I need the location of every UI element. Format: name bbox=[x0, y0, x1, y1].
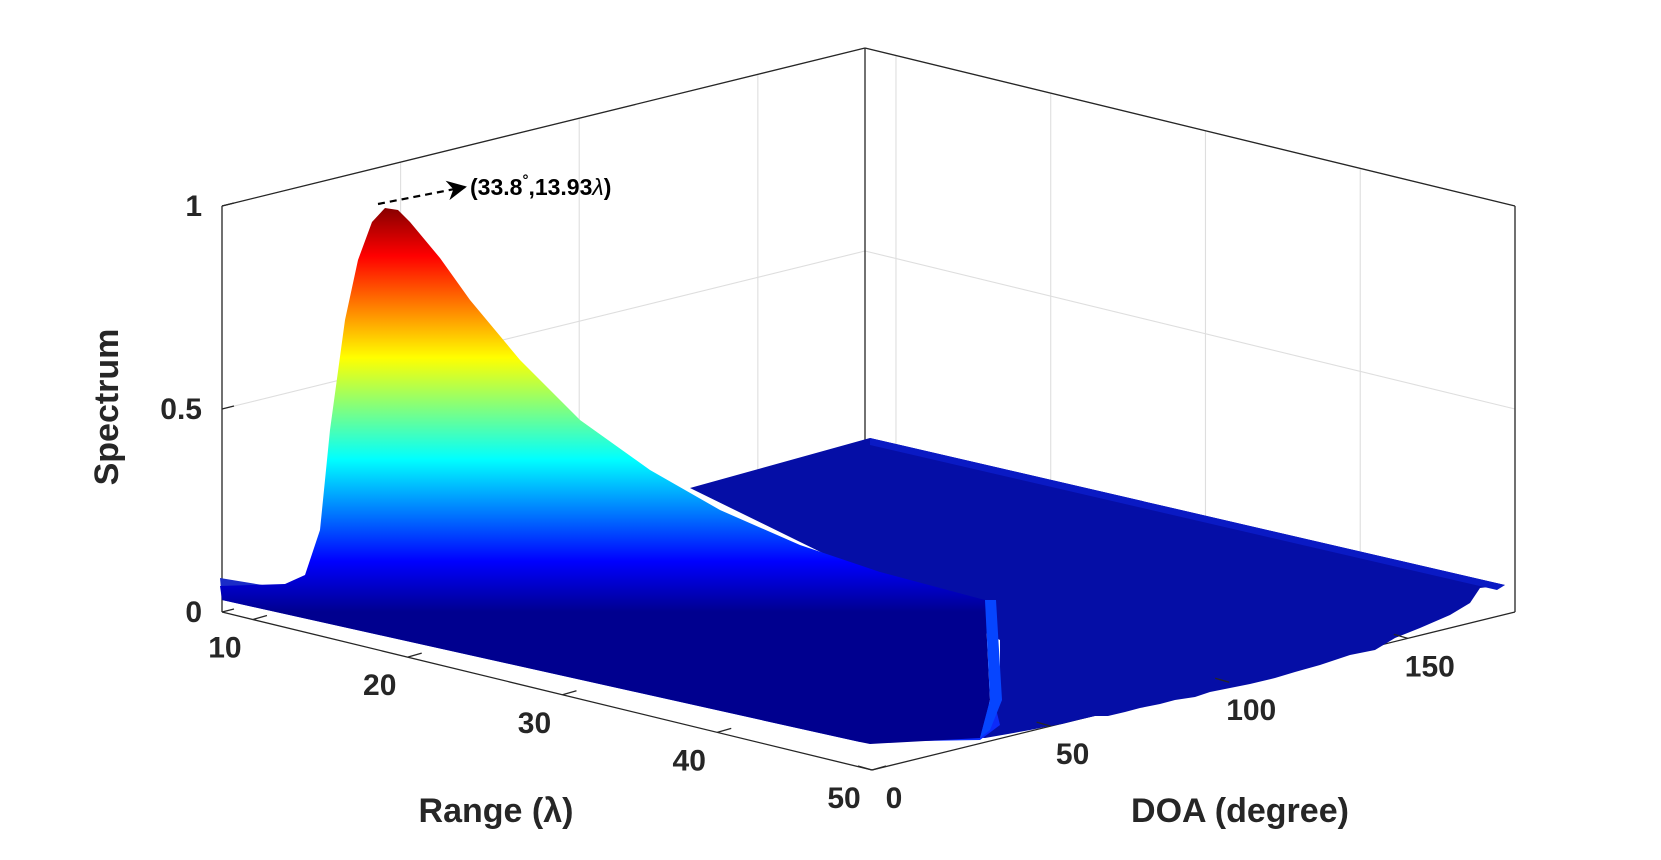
range-tick-label: 10 bbox=[208, 632, 241, 665]
doa-tick-label: 50 bbox=[1056, 738, 1089, 771]
annotation-lambda: λ bbox=[590, 174, 603, 200]
spectrum-axis-title: Spectrum bbox=[88, 329, 126, 486]
range-tick-mark bbox=[407, 652, 422, 658]
annotation-label: (33.8°,13.93λ) bbox=[470, 172, 611, 200]
box-top-right-edge bbox=[864, 47, 1516, 207]
doa-tick-mark bbox=[1393, 633, 1409, 639]
doa-tick-label: 0 bbox=[886, 782, 903, 815]
range-tick-mark bbox=[717, 727, 732, 734]
axis-ticks: 0 0.5 1 10 20 30 40 50 0 50 100 150 bbox=[160, 190, 1455, 815]
box-top-left-edge bbox=[221, 47, 866, 207]
spectrum-tick-label: 1 bbox=[185, 190, 202, 223]
annotation-arrow bbox=[377, 180, 467, 206]
surface-plot bbox=[220, 208, 1505, 744]
annotation-degree: ° bbox=[522, 172, 528, 189]
doa-tick-mark bbox=[857, 765, 873, 771]
range-axis-title: Range (λ) bbox=[419, 792, 574, 830]
grid-line-right-wall bbox=[864, 250, 1516, 410]
doa-tick-mark bbox=[1215, 677, 1230, 683]
doa-tick-label: 150 bbox=[1405, 650, 1455, 683]
surface-plateau-ridge bbox=[870, 438, 1505, 590]
peak-annotation: (33.8°,13.93λ) bbox=[377, 172, 611, 206]
range-tick-label: 40 bbox=[673, 744, 706, 777]
range-tick-label: 30 bbox=[518, 707, 551, 740]
doa-axis-title: DOA (degree) bbox=[1131, 792, 1349, 830]
spectrum-tick-mark bbox=[221, 608, 235, 613]
surface-peak-rim bbox=[975, 600, 1002, 742]
surface-plateau bbox=[690, 438, 1505, 738]
range-tick-mark bbox=[871, 765, 887, 771]
spectrum-tick-mark bbox=[221, 405, 235, 410]
spectrum-tick-mark bbox=[221, 202, 235, 207]
doa-tick-mark bbox=[1036, 721, 1051, 727]
range-axis-line bbox=[221, 611, 873, 771]
spectrum-tick-label: 0 bbox=[185, 596, 202, 629]
surface-peak bbox=[220, 208, 990, 744]
annotation-mid: ,13.93 bbox=[528, 174, 592, 200]
range-tick-mark bbox=[252, 614, 268, 621]
range-tick-label: 50 bbox=[827, 782, 860, 815]
range-axis-title-text: Range (λ) bbox=[419, 792, 574, 830]
range-tick-mark bbox=[562, 690, 577, 696]
annotation-prefix: (33.8 bbox=[470, 174, 523, 200]
annotation-suffix: ) bbox=[604, 174, 612, 200]
doa-tick-label: 100 bbox=[1226, 694, 1276, 727]
spectrum-tick-label: 0.5 bbox=[160, 393, 202, 426]
range-tick-label: 20 bbox=[363, 669, 396, 702]
